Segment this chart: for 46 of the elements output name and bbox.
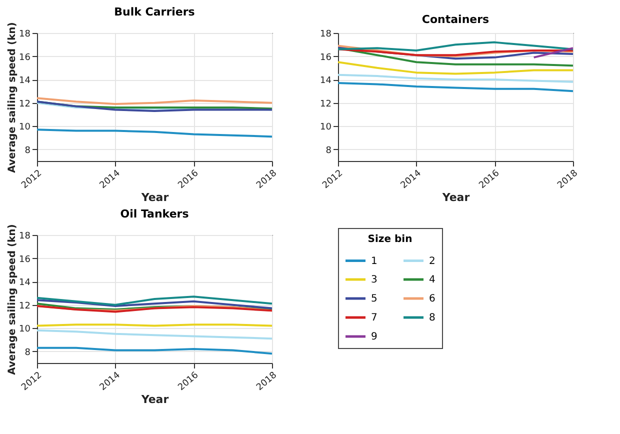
- y-tick-label: 8: [24, 146, 31, 156]
- line-series: [338, 44, 573, 58]
- y-tick-label: 16: [19, 52, 31, 63]
- line-series: [338, 61, 573, 75]
- legend-label: 4: [429, 274, 436, 286]
- legend-label: 7: [371, 312, 378, 324]
- x-axis-title: Year: [140, 191, 170, 204]
- y-tick-label: 12: [19, 301, 30, 312]
- chart-title: Containers: [422, 13, 490, 26]
- legend-title: Size bin: [368, 234, 412, 245]
- line-series: [338, 41, 573, 52]
- legend-label: 5: [371, 294, 378, 304]
- chart-title: Bulk Carriers: [114, 6, 196, 19]
- y-tick-label: 12: [320, 99, 332, 110]
- y-tick-label: 18: [320, 30, 332, 40]
- y-tick-label: 18: [19, 30, 31, 40]
- y-tick-label: 10: [19, 324, 31, 335]
- legend-label: 6: [429, 294, 436, 304]
- line-series: [338, 74, 573, 83]
- x-axis-title: Year: [140, 393, 170, 406]
- y-tick-label: 12: [19, 99, 30, 110]
- chart-title: Oil Tankers: [120, 208, 190, 221]
- legend-label: 2: [429, 256, 436, 267]
- line-series: [37, 299, 272, 310]
- legend-label: 1: [371, 256, 378, 267]
- line-series: [37, 329, 272, 340]
- y-axis-title: Average sailing speed (kn): [7, 224, 18, 375]
- line-series: [37, 296, 272, 306]
- legend-label: 9: [371, 332, 378, 342]
- y-tick-label: 16: [320, 52, 332, 63]
- y-tick-label: 8: [24, 348, 31, 358]
- y-tick-label: 10: [19, 122, 31, 133]
- y-tick-label: 14: [19, 76, 31, 86]
- y-tick-label: 8: [326, 146, 332, 156]
- legend-label: 8: [429, 312, 436, 324]
- y-tick-label: 18: [19, 232, 31, 242]
- line-series: [338, 47, 573, 67]
- legend-label: 3: [371, 274, 378, 286]
- y-axis-title: Average sailing speed (kn): [7, 22, 18, 173]
- y-tick-label: 14: [320, 76, 332, 86]
- x-axis-title: Year: [441, 191, 470, 204]
- y-tick-label: 14: [19, 278, 31, 288]
- y-tick-label: 10: [320, 122, 332, 133]
- y-tick-label: 16: [19, 254, 31, 265]
- line-series: [338, 82, 573, 92]
- line-series: [37, 128, 272, 138]
